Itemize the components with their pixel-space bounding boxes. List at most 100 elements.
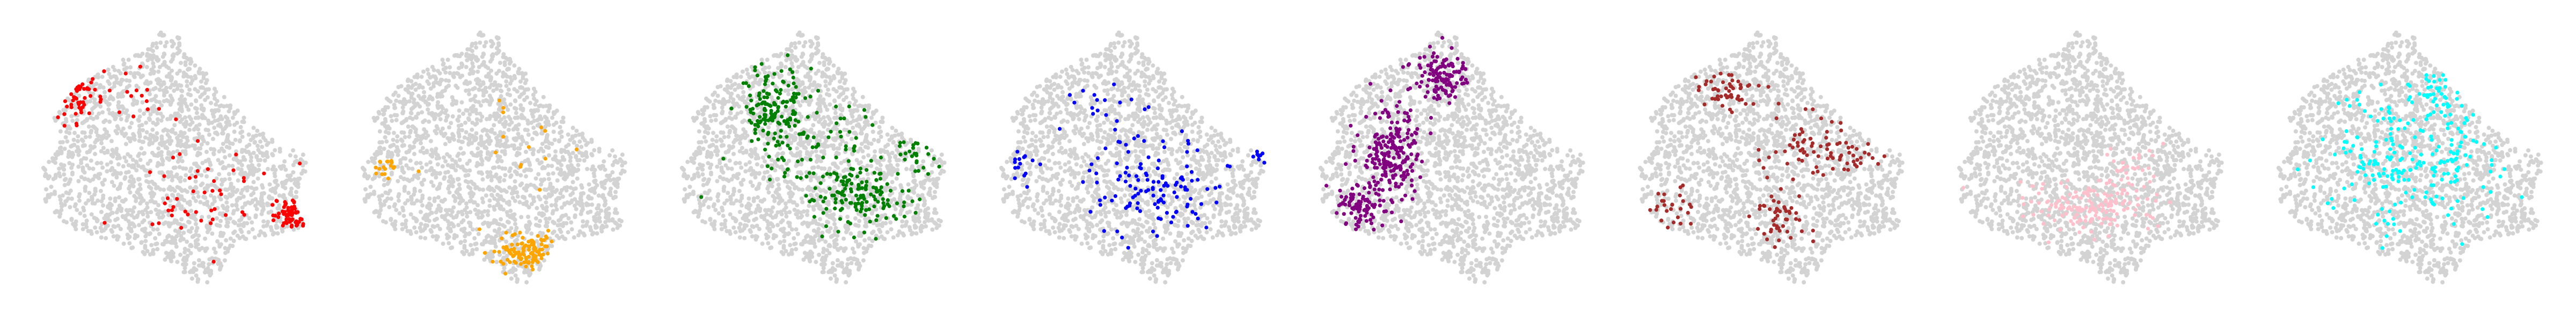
- background-point: [402, 135, 407, 140]
- background-point: [49, 192, 54, 196]
- background-point: [464, 130, 469, 135]
- background-point: [472, 86, 477, 91]
- background-point: [488, 128, 493, 133]
- background-point: [541, 94, 546, 99]
- background-point: [430, 234, 435, 239]
- background-point: [82, 214, 87, 218]
- background-point: [578, 203, 583, 208]
- background-point: [108, 94, 113, 99]
- background-point: [114, 76, 119, 81]
- background-point: [540, 166, 545, 171]
- background-point: [282, 159, 287, 164]
- background-point: [507, 114, 511, 119]
- background-point: [251, 126, 256, 130]
- highlight-point: [550, 239, 554, 244]
- background-point: [599, 229, 604, 234]
- background-point: [403, 201, 407, 206]
- highlight-point: [65, 104, 69, 109]
- background-point: [203, 195, 208, 200]
- background-point: [136, 153, 141, 158]
- background-point: [486, 186, 491, 191]
- background-point: [764, 208, 769, 213]
- background-point: [501, 52, 506, 57]
- background-point: [199, 183, 203, 187]
- background-point: [456, 123, 461, 128]
- background-point: [916, 193, 920, 198]
- background-point: [274, 219, 279, 224]
- background-point: [863, 144, 868, 149]
- background-point: [715, 152, 720, 157]
- background-point: [119, 171, 123, 175]
- background-point: [372, 156, 377, 161]
- background-point: [420, 203, 425, 208]
- background-point: [474, 247, 479, 252]
- background-point: [187, 127, 192, 132]
- background-point: [585, 219, 590, 224]
- background-point: [418, 83, 422, 87]
- background-point: [64, 129, 69, 134]
- background-point: [500, 166, 505, 171]
- highlight-point: [290, 217, 295, 222]
- highlight-point: [75, 89, 79, 93]
- background-point: [210, 231, 215, 236]
- background-point: [99, 149, 104, 153]
- highlight-point: [241, 176, 246, 180]
- background-point: [567, 152, 572, 157]
- background-point: [247, 216, 252, 221]
- background-point: [855, 108, 860, 113]
- background-point: [844, 141, 848, 145]
- background-point: [516, 122, 521, 127]
- background-point: [489, 57, 494, 62]
- background-point: [119, 104, 123, 109]
- background-point: [489, 193, 494, 197]
- background-point: [464, 249, 469, 253]
- background-point: [77, 194, 82, 199]
- background-point: [394, 118, 399, 122]
- background-point: [603, 167, 608, 172]
- background-point: [551, 122, 556, 127]
- highlight-point: [503, 272, 508, 276]
- background-point: [460, 212, 465, 217]
- background-point: [566, 230, 570, 235]
- background-point: [481, 200, 486, 204]
- background-point: [127, 241, 132, 246]
- background-point: [795, 146, 800, 151]
- background-point: [399, 137, 404, 142]
- background-point: [286, 173, 290, 178]
- background-point: [379, 193, 384, 198]
- highlight-point: [518, 165, 523, 169]
- highlight-point: [174, 117, 178, 121]
- background-point: [436, 195, 441, 200]
- background-point: [415, 134, 420, 138]
- background-point: [119, 209, 123, 214]
- background-point: [613, 189, 618, 194]
- background-point: [414, 114, 419, 119]
- background-point: [204, 87, 209, 92]
- highlight-point: [241, 179, 246, 184]
- background-point: [502, 224, 507, 229]
- background-point: [696, 166, 700, 171]
- background-point: [605, 173, 610, 178]
- highlight-point: [526, 145, 531, 149]
- highlight-point: [518, 262, 523, 266]
- background-point: [235, 233, 240, 238]
- background-point: [70, 170, 75, 175]
- background-point: [444, 232, 449, 237]
- background-point: [418, 149, 423, 153]
- background-point: [590, 202, 595, 207]
- background-point: [443, 159, 448, 164]
- background-point: [256, 148, 261, 152]
- background-point: [497, 252, 502, 257]
- background-point: [370, 177, 375, 181]
- background-point: [469, 243, 473, 247]
- background-point: [173, 241, 178, 246]
- highlight-point: [209, 208, 214, 213]
- background-point: [199, 85, 203, 90]
- background-point: [205, 200, 210, 204]
- background-point: [519, 113, 524, 118]
- background-point: [196, 69, 201, 74]
- background-point: [887, 158, 892, 163]
- background-point: [492, 228, 497, 233]
- background-point: [486, 209, 491, 214]
- background-point: [89, 229, 93, 233]
